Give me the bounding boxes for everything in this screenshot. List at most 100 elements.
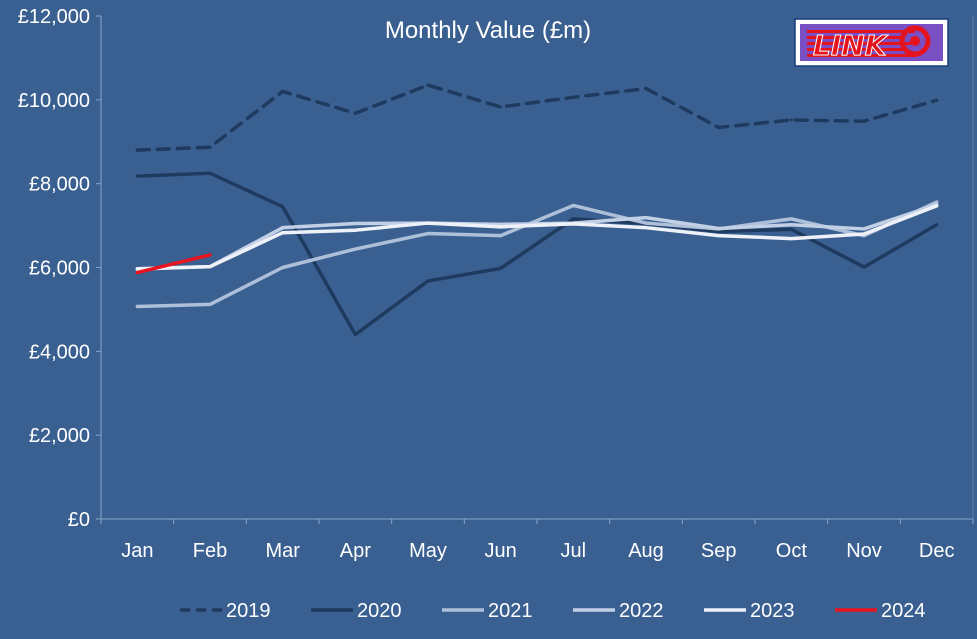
data-point	[353, 247, 357, 251]
legend-item-2020: 2020	[311, 600, 402, 622]
data-point	[281, 89, 285, 93]
series-line-2024	[135, 253, 212, 275]
data-point	[208, 265, 212, 269]
data-point	[426, 221, 430, 225]
y-tick-label: £2,000	[29, 425, 90, 447]
data-point	[935, 98, 939, 102]
legend-label: 2022	[619, 600, 664, 622]
legend-item-2019: 2019	[180, 600, 271, 622]
data-point	[571, 217, 575, 221]
series-2019	[135, 83, 939, 152]
x-axis: Jan Feb Mar Apr May Jun Jul Aug Sep Oct Nov Dec	[100, 519, 974, 562]
legend-item-2023: 2023	[704, 600, 795, 622]
data-point	[281, 205, 285, 209]
legend-label: 2023	[750, 600, 795, 622]
data-point	[935, 200, 939, 204]
data-point	[717, 125, 721, 129]
y-tick-label: £0	[68, 509, 90, 531]
series-2024	[135, 253, 212, 275]
data-point	[208, 171, 212, 175]
data-point	[353, 111, 357, 115]
data-point	[208, 253, 212, 257]
data-point	[571, 203, 575, 207]
logo-text: LINK	[813, 29, 889, 62]
x-tick-label: Jul	[561, 540, 587, 562]
x-tick-label: Mar	[265, 540, 300, 562]
series-line-2019	[135, 83, 939, 152]
data-point	[862, 265, 866, 269]
series-line-2020	[135, 171, 939, 337]
data-point	[208, 145, 212, 149]
data-point	[862, 119, 866, 123]
data-point	[499, 234, 503, 238]
legend-label: 2019	[226, 600, 271, 622]
data-point	[353, 228, 357, 232]
y-tick-label: £8,000	[29, 174, 90, 196]
data-point	[499, 266, 503, 270]
data-point	[426, 232, 430, 236]
data-point	[717, 229, 721, 233]
x-tick-label: Oct	[776, 540, 808, 562]
data-point	[644, 221, 648, 225]
y-tick-label: £10,000	[18, 90, 90, 112]
x-tick-label: Apr	[340, 540, 371, 562]
legend-item-2021: 2021	[442, 600, 533, 622]
data-point	[717, 227, 721, 231]
data-point	[789, 227, 793, 231]
data-point	[717, 234, 721, 238]
data-point	[281, 226, 285, 230]
x-tick-label: Aug	[628, 540, 664, 562]
data-point	[644, 216, 648, 220]
x-tick-label: Nov	[846, 540, 882, 562]
data-point	[571, 95, 575, 99]
data-point	[789, 223, 793, 227]
data-point	[935, 204, 939, 208]
data-point	[644, 226, 648, 230]
legend: 2019 2020 2021 2022 2023 2024	[180, 600, 926, 622]
series-line-2021	[135, 200, 939, 309]
legend-label: 2021	[488, 600, 533, 622]
series-line-2023	[135, 204, 939, 271]
data-point	[135, 148, 139, 152]
x-tick-label: Jan	[121, 540, 153, 562]
data-point	[353, 333, 357, 337]
data-point	[499, 225, 503, 229]
data-point	[426, 279, 430, 283]
data-point	[353, 221, 357, 225]
legend-label: 2024	[881, 600, 926, 622]
data-point	[935, 223, 939, 227]
y-tick-label: £6,000	[29, 258, 90, 280]
data-point	[135, 304, 139, 308]
data-point	[789, 237, 793, 241]
data-point	[281, 266, 285, 269]
data-point	[281, 231, 285, 235]
series-layer	[135, 83, 939, 337]
y-axis: £0 £2,000 £4,000 £6,000 £8,000 £10,000 £12,000	[18, 6, 101, 531]
series-2021	[135, 200, 939, 309]
x-tick-label: Dec	[919, 540, 955, 562]
data-point	[426, 83, 430, 87]
data-point	[208, 302, 212, 306]
data-point	[862, 232, 866, 236]
data-point	[135, 271, 139, 275]
plot-frame	[100, 16, 974, 520]
data-point	[789, 217, 793, 221]
legend-item-2024: 2024	[835, 600, 926, 622]
data-point	[571, 222, 575, 226]
data-point	[789, 118, 793, 122]
data-point	[862, 227, 866, 231]
legend-label: 2020	[357, 600, 402, 622]
y-tick-label: £12,000	[18, 6, 90, 28]
x-tick-label: May	[409, 540, 447, 562]
series-2023	[135, 204, 939, 271]
x-tick-label: Sep	[701, 540, 737, 562]
legend-item-2022: 2022	[573, 600, 664, 622]
data-point	[499, 105, 503, 109]
y-tick-label: £4,000	[29, 341, 90, 363]
x-tick-label: Jun	[485, 540, 517, 562]
data-point	[135, 174, 139, 178]
data-point	[644, 87, 648, 91]
link-logo: LINK	[794, 18, 949, 67]
data-point	[135, 267, 139, 271]
